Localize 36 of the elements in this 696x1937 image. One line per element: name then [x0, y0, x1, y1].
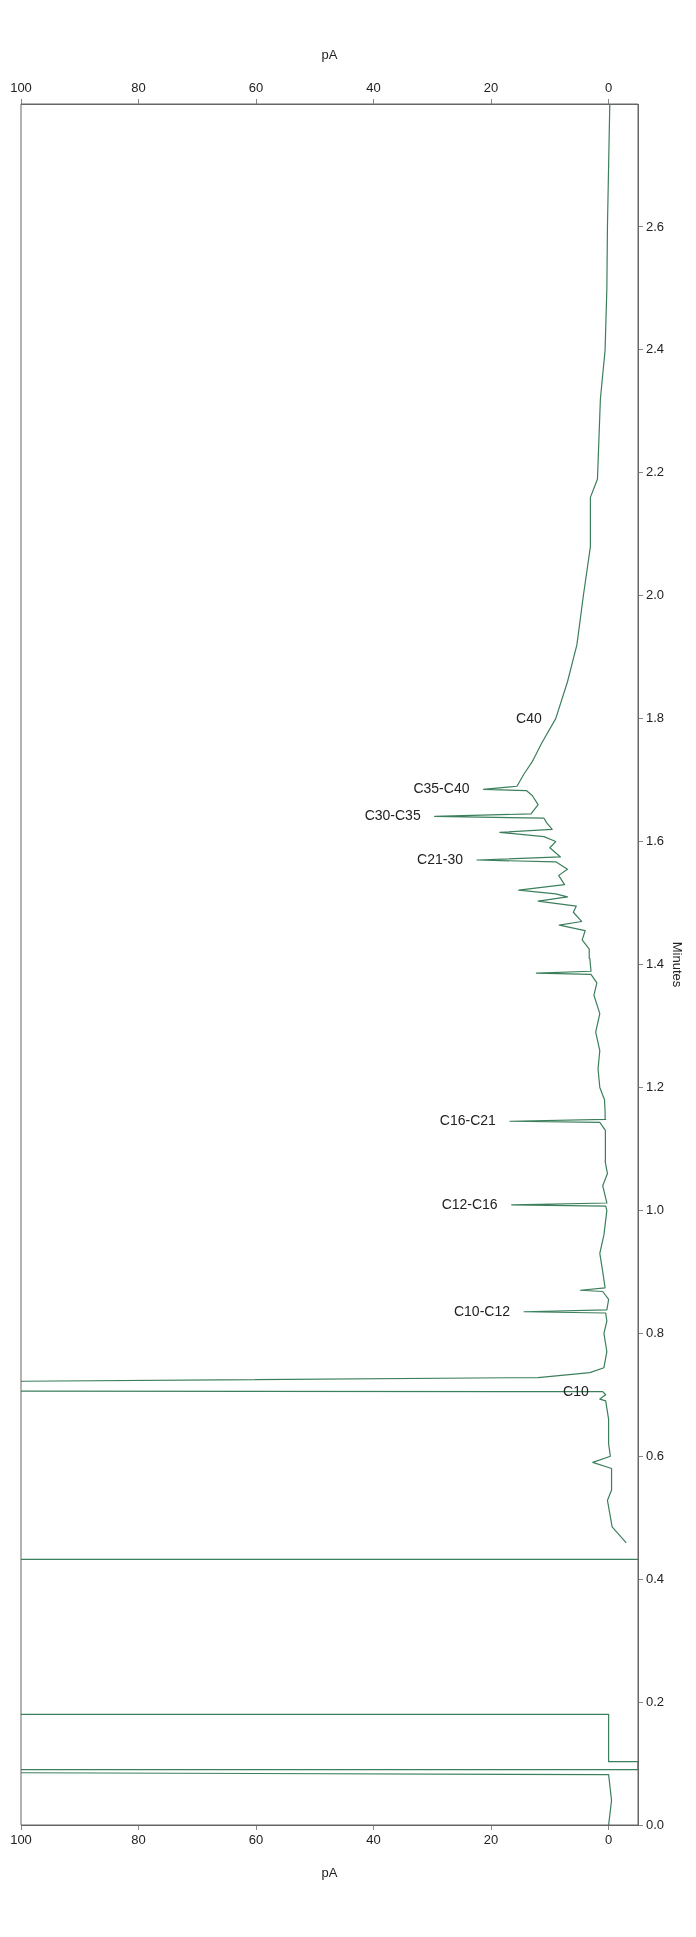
- y-tick-label: 2.2: [646, 464, 665, 480]
- x-tick-label: 40: [366, 1832, 381, 1848]
- annotation: C10-C12: [453, 1302, 511, 1319]
- y-tick-label: 0.2: [646, 1693, 665, 1709]
- y-tick-label: 1.6: [646, 833, 665, 849]
- x2-tick-label: 40: [366, 79, 381, 95]
- y-tick-label: 0.6: [646, 1447, 665, 1463]
- y-tick-label: 1.0: [646, 1201, 665, 1217]
- x2-axis-title: pA: [321, 47, 338, 63]
- annotation: C30-C35: [364, 807, 421, 824]
- x-tick-label: 60: [248, 1832, 264, 1848]
- annotation: C16-C21: [439, 1112, 497, 1129]
- annotation: C21-30: [417, 850, 464, 867]
- x2-tick-label: 60: [248, 79, 264, 95]
- annotation: C35-C40: [413, 780, 470, 797]
- x2-tick-label: 100: [10, 79, 32, 95]
- x2-tick-label: 80: [131, 79, 146, 95]
- y-tick-label: 2.0: [646, 587, 665, 603]
- y-tick-label: 0.0: [646, 1816, 665, 1832]
- x-tick-label: 20: [483, 1832, 499, 1848]
- x-axis-title: pA: [321, 1864, 338, 1880]
- y-tick-label: 2.4: [646, 341, 665, 357]
- y-tick-label: 2.6: [646, 218, 665, 234]
- annotation: C12-C16: [441, 1195, 498, 1212]
- annotation: C40: [516, 709, 542, 726]
- x2-tick-label: 0: [605, 79, 613, 95]
- y-axis-title: Minutes: [669, 941, 685, 988]
- y-tick-label: 1.8: [646, 710, 665, 726]
- y-tick-label: 0.8: [646, 1324, 665, 1340]
- y-tick-label: 1.2: [646, 1079, 665, 1095]
- y-tick-label: 0.4: [646, 1570, 665, 1586]
- y-tick-label: 1.4: [646, 956, 665, 972]
- x-tick-label: 100: [10, 1832, 32, 1848]
- x-tick-label: 80: [131, 1832, 146, 1848]
- x2-tick-label: 20: [483, 79, 499, 95]
- x-tick-label: 0: [605, 1832, 613, 1848]
